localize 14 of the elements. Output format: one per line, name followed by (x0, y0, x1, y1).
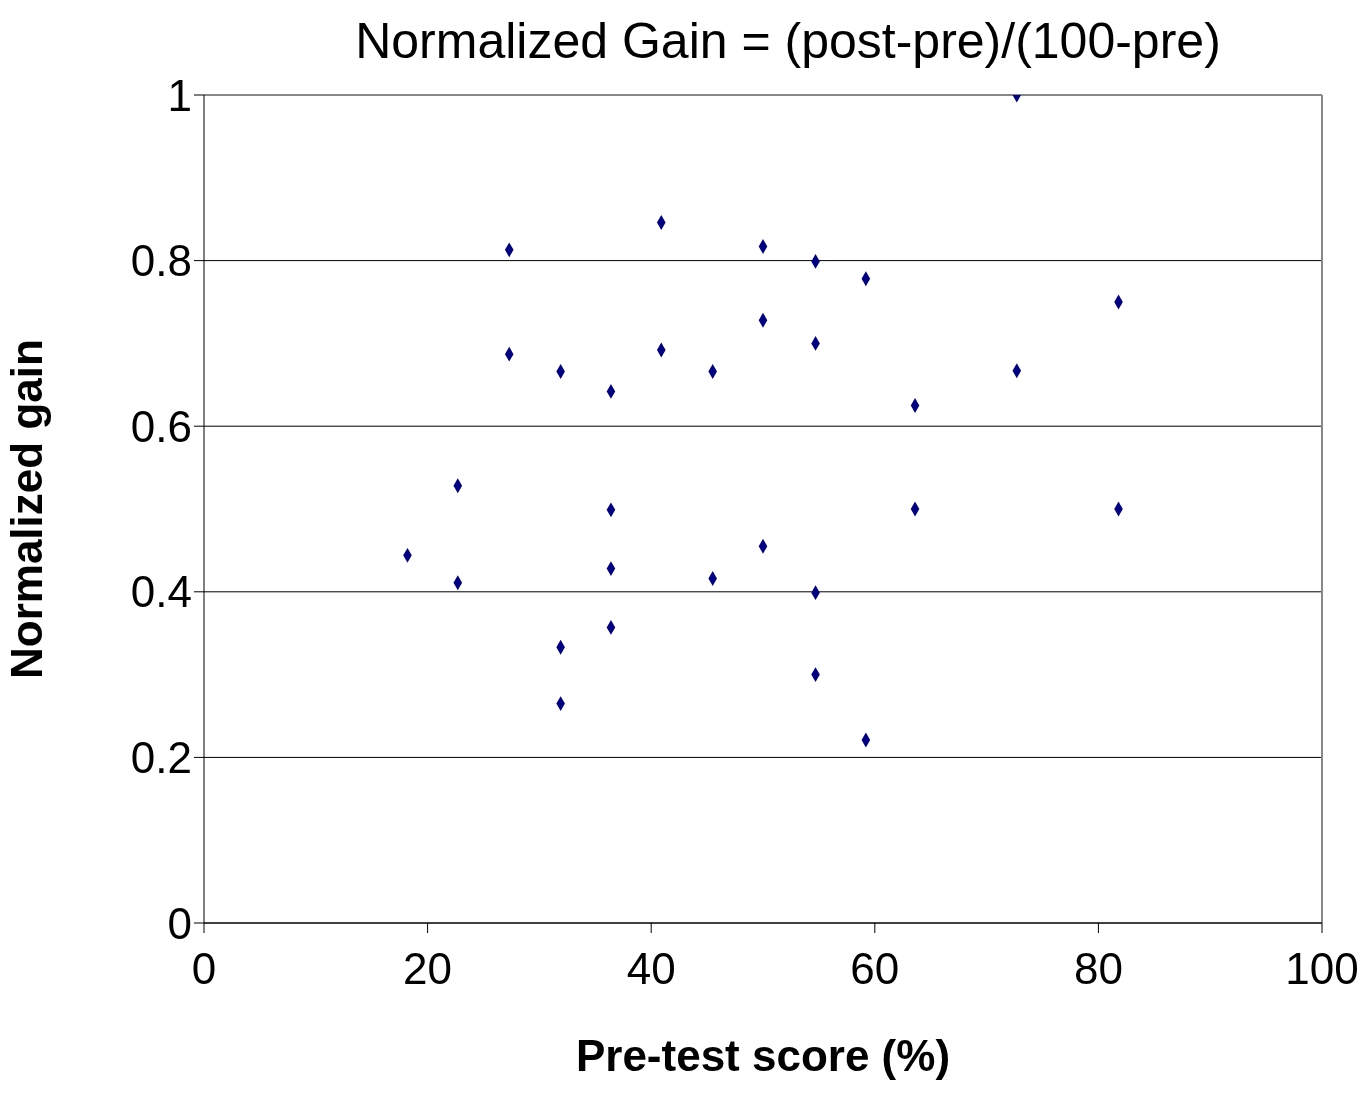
y-tick-label: 0.4 (130, 567, 192, 617)
x-axis-title: Pre-test score (%) (575, 1031, 951, 1080)
x-tick-label: 60 (850, 944, 900, 994)
y-tick-label: 0.8 (130, 236, 192, 286)
x-tick-label: 80 (1073, 944, 1123, 994)
y-tick-label: 0 (167, 898, 192, 948)
chart-title: Normalized Gain = (post-pre)/(100-pre) (354, 12, 1222, 70)
y-tick-label: 0.6 (130, 401, 192, 451)
y-tick-label: 1 (167, 70, 192, 120)
x-tick-label: 40 (626, 944, 676, 994)
y-tick-label: 0.2 (130, 733, 192, 783)
x-tick-label: 100 (1285, 944, 1359, 994)
x-tick-label: 20 (403, 944, 453, 994)
y-axis-title: Normalized gain (1, 339, 51, 679)
